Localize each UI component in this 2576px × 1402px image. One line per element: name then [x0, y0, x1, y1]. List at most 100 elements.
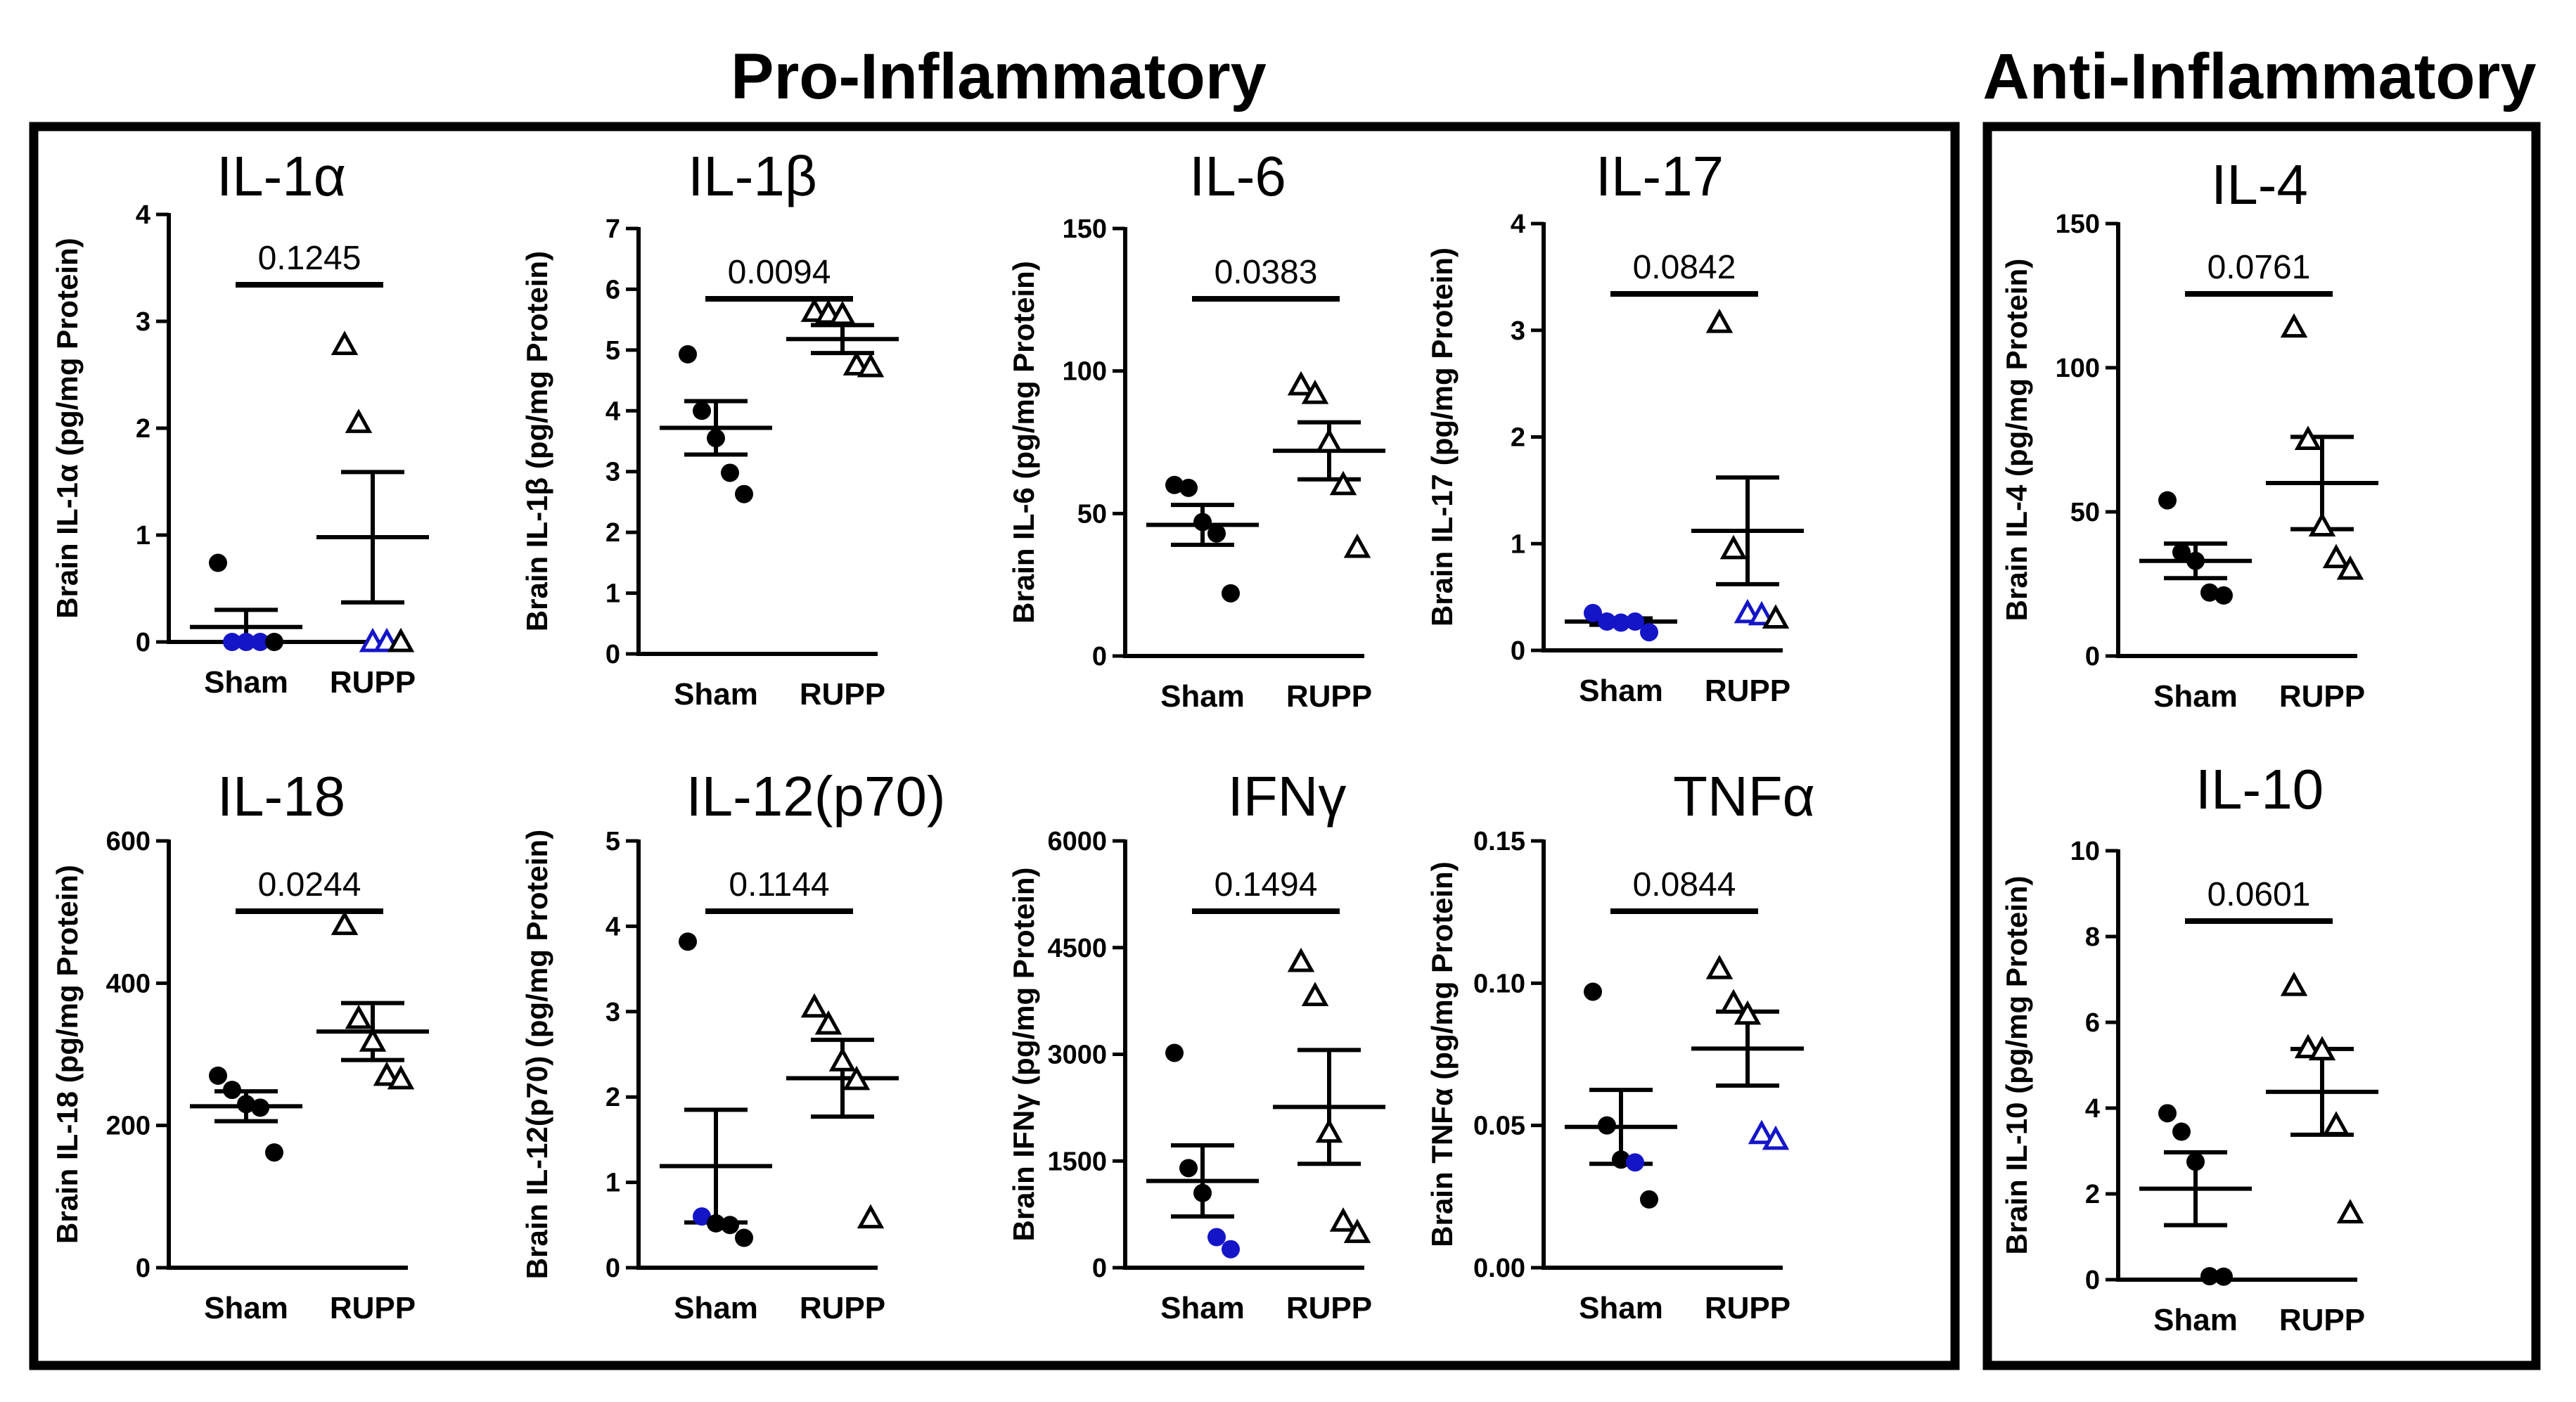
y-tick-label-il10: 8: [2085, 922, 2100, 952]
sham-point-il1a: [209, 553, 227, 572]
panel-title-il4: IL-4: [2211, 153, 2308, 216]
y-tick-label-il17: 2: [1511, 423, 1525, 453]
rupp-point-il18: [331, 911, 359, 935]
rupp-point-il4: [2322, 544, 2350, 569]
y-tick-label-il12: 0: [605, 1254, 620, 1283]
y-tick-label-il10: 6: [2085, 1008, 2100, 1038]
y-tick-label-il12: 4: [605, 912, 620, 941]
sham-point-il10: [2186, 1152, 2205, 1171]
y-tick-label-il1a: 2: [136, 414, 150, 444]
rupp-point-il4: [2308, 512, 2336, 536]
y-tick-label-il18: 200: [106, 1112, 150, 1141]
sham-point-il17: [1612, 613, 1630, 632]
sham-point-il4: [2215, 586, 2233, 605]
sham-point-il1b: [735, 484, 753, 503]
p-value-il18: 0.0244: [258, 866, 361, 903]
sham-point-il6: [1179, 478, 1198, 497]
sham-point-il18: [265, 1143, 283, 1162]
sham-point-il1b: [721, 463, 739, 482]
y-axis-label-il12: Brain IL-12(p70) (pg/mg Protein): [520, 830, 553, 1279]
y-tick-label-il6: 0: [1092, 642, 1107, 671]
rupp-point-tnfa: [1719, 989, 1748, 1014]
y-tick-label-il6: 100: [1063, 357, 1107, 387]
y-tick-label-il18: 600: [106, 827, 150, 856]
x-tick-label-il12: Sham: [674, 1291, 758, 1325]
x-tick-label-ifng: Sham: [1160, 1291, 1245, 1325]
sham-point-il17: [1640, 623, 1658, 642]
y-tick-label-il6: 150: [1063, 214, 1107, 244]
y-tick-label-il12: 1: [605, 1169, 620, 1198]
sham-point-il12: [679, 932, 697, 951]
rupp-point-ifng: [1301, 982, 1329, 1007]
rupp-point-il17: [1719, 534, 1748, 560]
section-title-anti: Anti-Inflammatory: [1982, 41, 2536, 112]
chart-il1a: IL-1α 0 1 2 3 4 Brain IL-1α (pg/mg Protein) Sha…: [51, 145, 429, 700]
chart-il10: IL-10 0 2 4 6 8 10 Brain IL-10 (pg/mg Protein) S…: [2000, 758, 2378, 1337]
p-value-il1a: 0.1245: [258, 240, 361, 277]
p-value-il4: 0.0761: [2207, 249, 2311, 286]
rupp-point-il6: [1329, 470, 1357, 496]
rupp-point-il1a: [387, 627, 415, 652]
y-tick-label-tnfa: 0.00: [1473, 1254, 1525, 1283]
rupp-point-tnfa: [1705, 954, 1734, 979]
y-tick-label-il4: 150: [2056, 210, 2100, 239]
sham-point-il1a: [265, 633, 283, 651]
sham-point-il18: [237, 1095, 255, 1114]
y-axis-label-il1a: Brain IL-1α (pg/mg Protein): [51, 238, 84, 619]
sham-point-il1a: [237, 633, 255, 651]
rupp-point-il1b: [857, 352, 885, 378]
rupp-point-ifng: [1315, 1118, 1343, 1143]
y-tick-label-il12: 2: [605, 1083, 620, 1112]
x-tick-label-il1b: RUPP: [800, 677, 885, 712]
x-tick-label-il10: Sham: [2153, 1303, 2238, 1337]
y-axis-label-il1b: Brain IL-1β (pg/mg Protein): [520, 251, 553, 631]
y-tick-label-ifng: 3000: [1047, 1041, 1107, 1070]
sham-point-il1b: [679, 345, 697, 364]
p-value-il12: 0.1144: [729, 866, 829, 903]
section-title-pro: Pro-Inflammatory: [731, 41, 1267, 112]
sham-point-il4: [2200, 583, 2219, 602]
x-tick-label-tnfa: RUPP: [1705, 1291, 1790, 1325]
y-tick-label-tnfa: 0.10: [1473, 969, 1525, 998]
chart-il17: IL-17 0 1 2 3 4 Brain IL-17 (pg/mg Protein) Sha…: [1425, 145, 1804, 708]
rupp-point-il4: [2294, 425, 2322, 450]
x-tick-label-il17: RUPP: [1705, 674, 1790, 708]
chart-panels: IL-1α 0 1 2 3 4 Brain IL-1α (pg/mg Protein) Sha…: [51, 145, 2378, 1337]
p-value-ifng: 0.1494: [1215, 866, 1318, 903]
y-axis-label-il17: Brain IL-17 (pg/mg Protein): [1425, 247, 1459, 626]
y-axis-label-il4: Brain IL-4 (pg/mg Protein): [2000, 259, 2033, 622]
rupp-point-il18: [345, 1004, 373, 1029]
sham-point-il18: [209, 1066, 227, 1085]
rupp-point-il10: [2294, 1034, 2322, 1059]
x-tick-label-il18: RUPP: [330, 1291, 416, 1325]
sham-point-il12: [693, 1207, 711, 1226]
sham-point-il17: [1598, 612, 1616, 631]
y-tick-label-il12: 3: [605, 998, 620, 1027]
y-tick-label-il1b: 3: [605, 458, 620, 487]
y-tick-label-ifng: 0: [1092, 1254, 1107, 1283]
y-tick-label-il10: 2: [2085, 1180, 2100, 1209]
x-tick-label-il4: RUPP: [2279, 679, 2365, 714]
y-tick-label-ifng: 1500: [1047, 1147, 1107, 1176]
rupp-point-il10: [2336, 1199, 2364, 1223]
p-value-tnfa: 0.0844: [1633, 866, 1736, 903]
sham-point-il4: [2186, 551, 2205, 570]
chart-il1b: IL-1β 0 1 2 3 4 5 6 7 Brain IL-1β (pg/mg Protein)…: [520, 145, 899, 712]
rupp-point-il6: [1287, 371, 1315, 396]
sham-point-il1a: [223, 633, 241, 651]
x-tick-label-il1a: Sham: [204, 665, 288, 700]
y-tick-label-il17: 1: [1511, 529, 1525, 559]
panel-title-il1a: IL-1α: [217, 145, 346, 207]
chart-il18: IL-18 0 200 400 600 Brain IL-18 (pg/mg Protei…: [51, 765, 429, 1325]
sham-point-il4: [2158, 491, 2177, 510]
y-tick-label-il17: 4: [1511, 210, 1525, 239]
rupp-point-il10: [2322, 1111, 2350, 1136]
sham-point-il4: [2172, 543, 2191, 562]
rupp-point-il12: [857, 1204, 885, 1229]
y-tick-label-il4: 50: [2070, 498, 2100, 527]
chart-il12: IL-12(p70) 0 1 2 3 4 5 Brain IL-12(p70) (pg/mg …: [520, 765, 946, 1325]
y-tick-label-il1a: 0: [136, 628, 150, 657]
y-tick-label-il17: 3: [1511, 316, 1525, 346]
